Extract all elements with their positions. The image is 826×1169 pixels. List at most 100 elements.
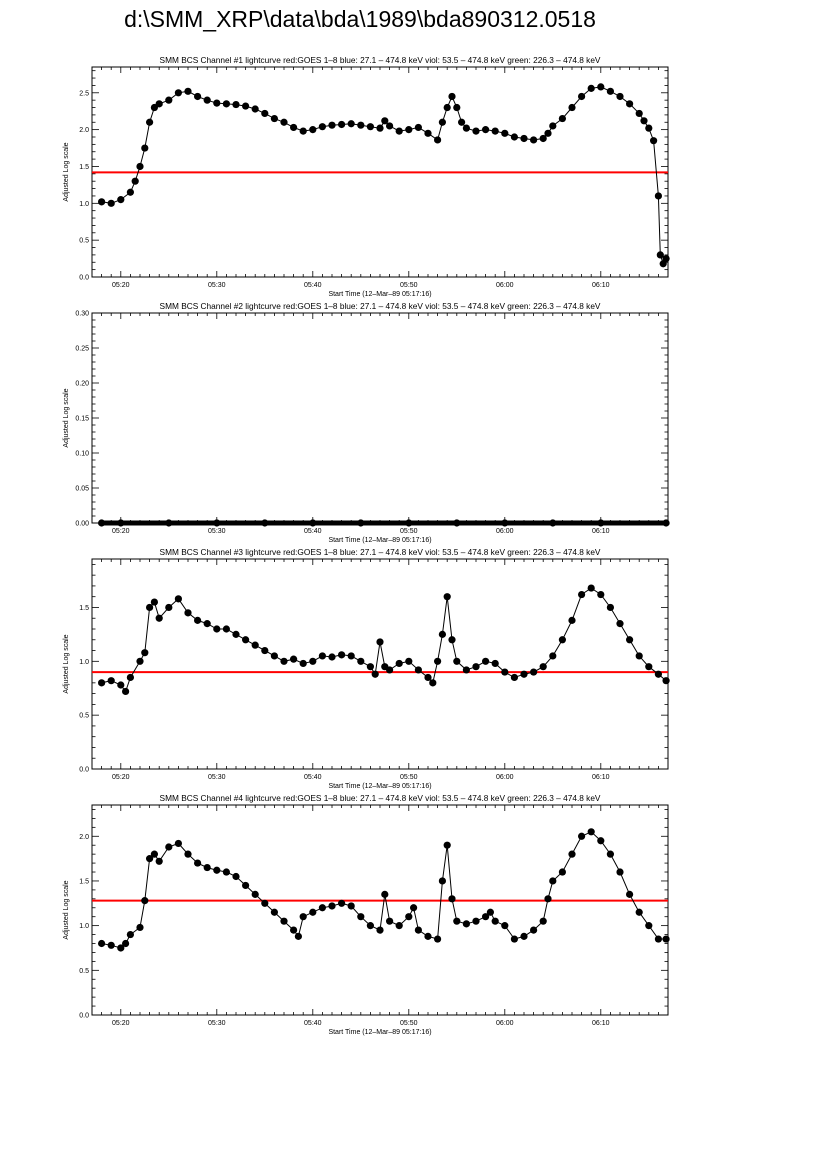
data-point xyxy=(434,136,442,144)
data-point xyxy=(434,657,442,665)
data-point xyxy=(107,941,115,949)
y-tick-label: 0.20 xyxy=(75,381,89,388)
data-point xyxy=(98,939,106,948)
data-point xyxy=(578,832,586,840)
data-point xyxy=(261,646,269,655)
data-point xyxy=(434,935,442,943)
data-point xyxy=(520,134,528,143)
data-point xyxy=(558,868,567,876)
data-point xyxy=(558,114,567,123)
data-point xyxy=(501,519,509,527)
data-point xyxy=(453,657,461,665)
x-tick-label: 06:00 xyxy=(496,528,514,535)
data-point xyxy=(438,118,446,126)
data-point xyxy=(126,930,134,939)
y-tick-label: 0.5 xyxy=(79,968,89,975)
data-point xyxy=(662,935,670,943)
data-point xyxy=(626,890,634,898)
x-tick-label: 05:20 xyxy=(112,1020,130,1027)
data-point xyxy=(338,120,346,129)
data-point xyxy=(347,120,355,128)
data-point xyxy=(222,868,230,876)
x-tick-label: 06:10 xyxy=(592,774,610,781)
data-point xyxy=(539,663,547,671)
data-point xyxy=(194,616,202,624)
y-tick-label: 2.0 xyxy=(79,127,89,134)
y-tick-label: 1.0 xyxy=(79,201,89,208)
data-point xyxy=(549,122,557,130)
data-point xyxy=(530,136,538,144)
data-point xyxy=(414,123,422,132)
x-tick-label: 05:20 xyxy=(112,774,130,781)
data-point xyxy=(386,666,394,674)
data-point xyxy=(318,123,326,131)
data-point xyxy=(328,902,336,910)
data-point xyxy=(126,188,134,196)
data-point xyxy=(213,519,221,527)
chart-panel-4: SMM BCS Channel #4 lightcurve red:GOES 1… xyxy=(63,793,670,1036)
x-axis-label: Start Time (12–Mar–89 05:17:16) xyxy=(328,537,431,544)
data-point xyxy=(448,895,456,903)
data-point xyxy=(357,121,365,129)
data-point xyxy=(654,192,663,200)
data-point xyxy=(251,105,259,113)
data-point xyxy=(222,100,230,108)
data-point xyxy=(472,917,480,925)
data-point xyxy=(338,651,346,659)
data-point xyxy=(141,649,149,657)
data-point xyxy=(146,855,154,863)
data-point xyxy=(645,663,653,671)
data-point xyxy=(141,897,149,905)
data-point xyxy=(309,657,317,665)
x-axis-label: Start Time (12–Mar–89 05:17:16) xyxy=(328,291,431,298)
data-point xyxy=(117,519,125,527)
data-point xyxy=(155,614,163,622)
data-point xyxy=(122,687,130,696)
data-point xyxy=(654,670,663,678)
data-point xyxy=(501,129,509,137)
data-point xyxy=(443,103,451,112)
data-point xyxy=(482,657,490,665)
data-point xyxy=(453,103,461,112)
data-point xyxy=(597,519,605,527)
x-axis-label: Start Time (12–Mar–89 05:17:16) xyxy=(328,1029,431,1036)
data-point xyxy=(414,926,422,934)
data-point xyxy=(510,673,518,682)
data-point xyxy=(482,913,490,921)
data-point xyxy=(280,917,288,925)
data-point xyxy=(616,868,624,876)
x-tick-label: 05:40 xyxy=(304,528,322,535)
data-point xyxy=(424,129,432,137)
data-point xyxy=(203,863,211,872)
data-point xyxy=(194,859,202,867)
data-point xyxy=(117,944,125,952)
y-tick-label: 1.0 xyxy=(79,659,89,666)
data-point xyxy=(491,127,499,135)
series-line xyxy=(101,587,667,693)
data-point xyxy=(410,904,418,912)
data-point xyxy=(381,117,389,125)
data-point xyxy=(578,590,586,599)
data-point xyxy=(165,519,173,527)
data-point xyxy=(558,636,567,644)
data-point xyxy=(165,843,173,851)
data-point xyxy=(549,652,557,660)
data-point xyxy=(510,133,518,141)
data-point xyxy=(462,124,470,132)
data-point xyxy=(122,939,130,948)
data-point xyxy=(328,121,336,129)
data-point xyxy=(510,935,518,943)
data-point xyxy=(328,653,336,661)
x-tick-label: 05:30 xyxy=(208,282,226,289)
data-point xyxy=(626,636,634,644)
data-point xyxy=(203,620,211,628)
y-tick-label: 0.0 xyxy=(79,1013,89,1020)
x-tick-label: 05:20 xyxy=(112,282,130,289)
data-point xyxy=(338,899,346,907)
data-point xyxy=(395,659,403,668)
data-point xyxy=(136,162,144,171)
data-point xyxy=(453,519,461,527)
data-point xyxy=(616,92,624,101)
y-tick-label: 0.5 xyxy=(79,238,89,245)
data-point xyxy=(174,839,182,848)
